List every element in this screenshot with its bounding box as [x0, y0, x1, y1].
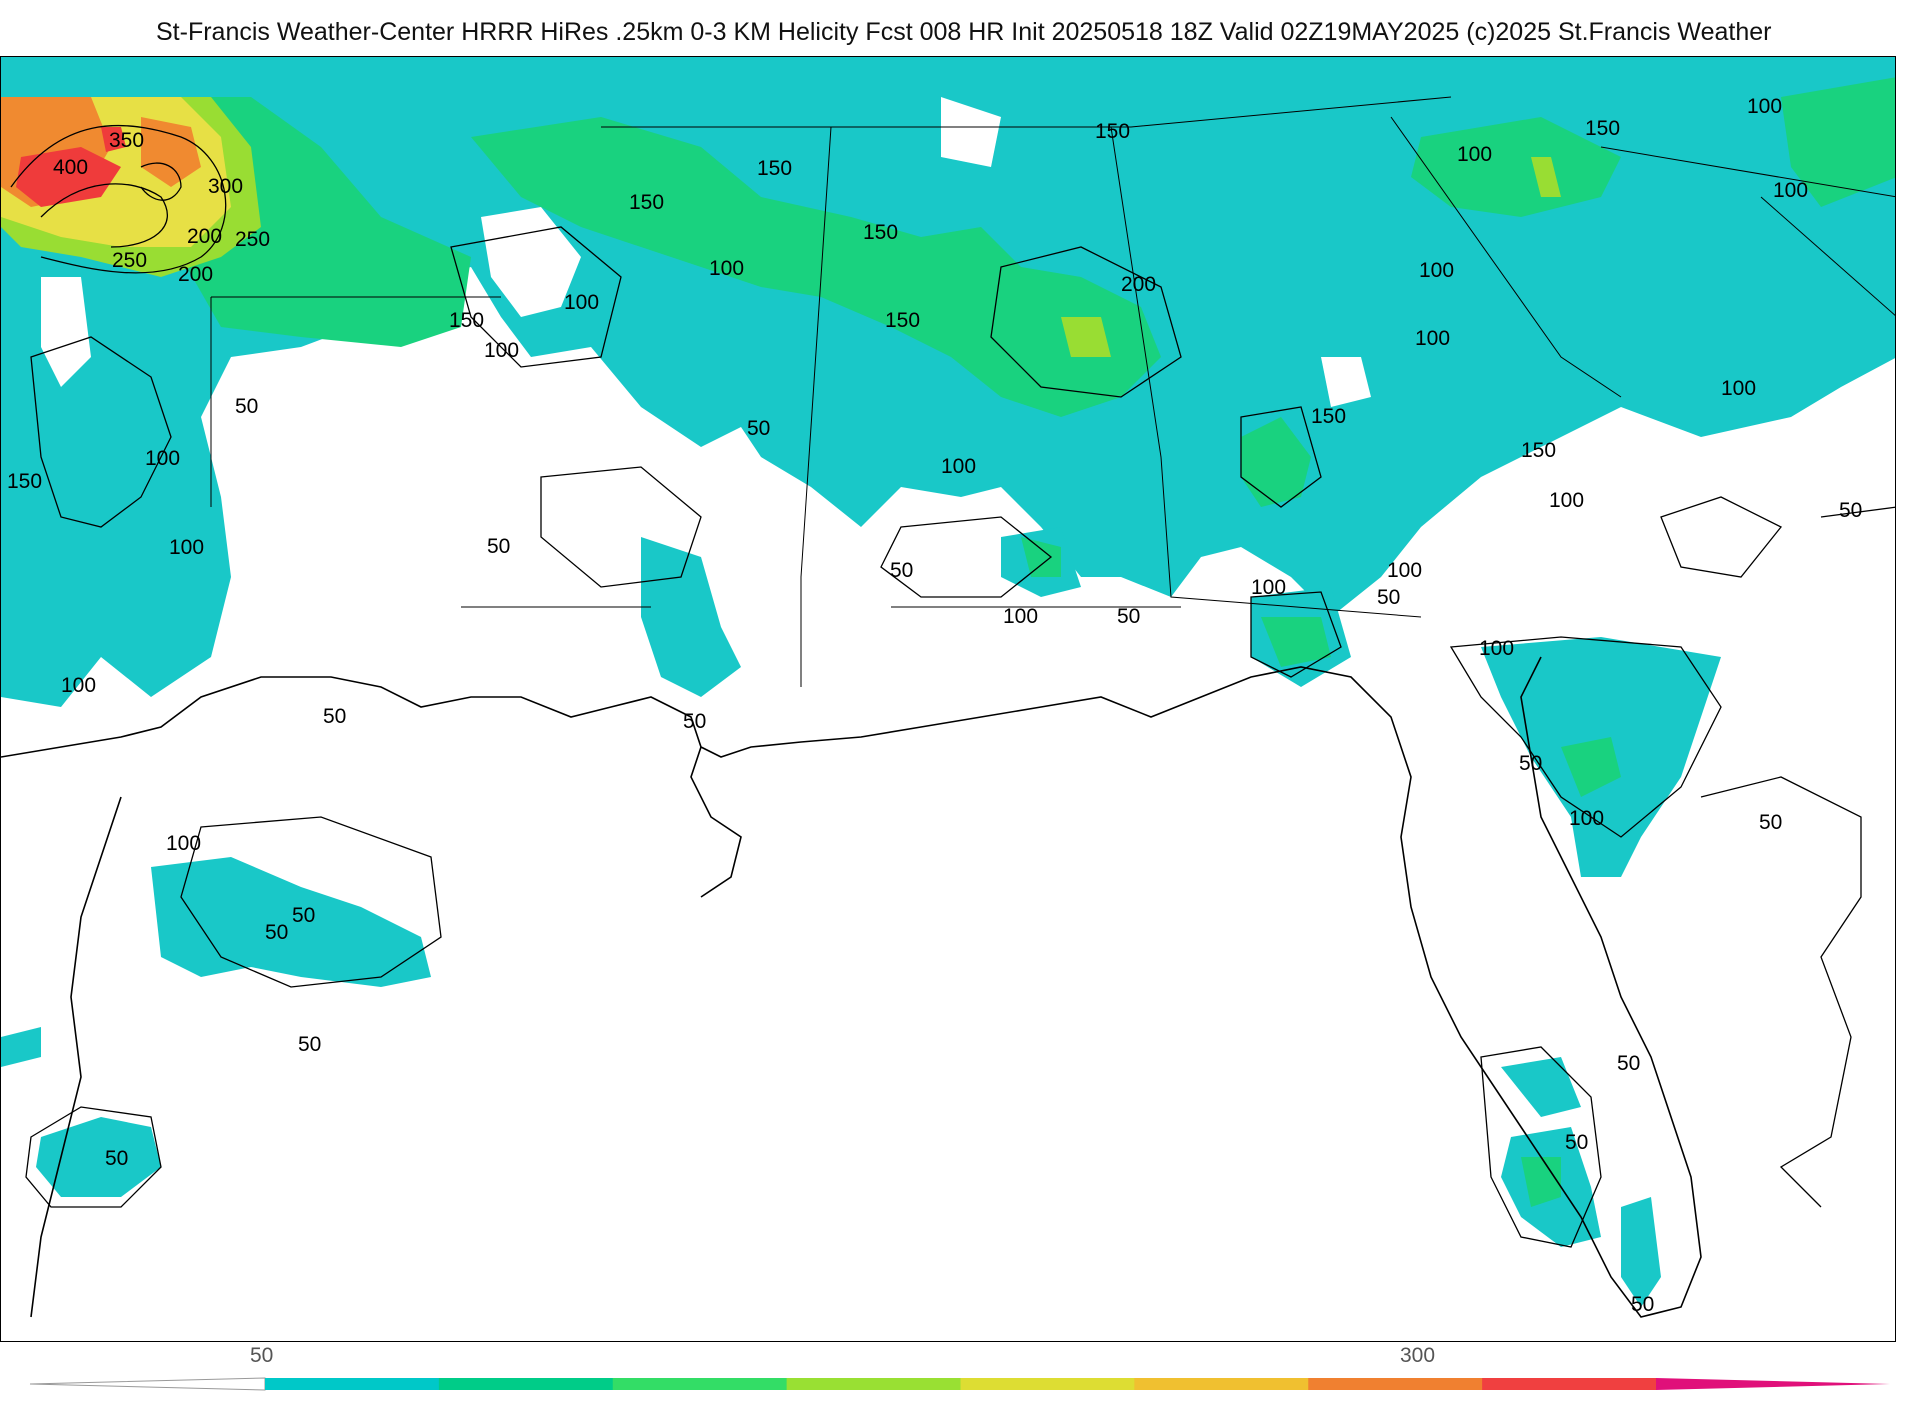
colorbar-segment — [786, 1378, 961, 1390]
contour-label: 50 — [1519, 752, 1542, 775]
colorbar-segment — [960, 1378, 1135, 1390]
contour-label: 100 — [145, 447, 180, 470]
contour-label: 100 — [1721, 377, 1756, 400]
contour-label: 400 — [53, 156, 88, 179]
helicity-shading-red — [16, 127, 126, 207]
contour-label: 100 — [1003, 605, 1038, 628]
contour-label: 100 — [1415, 327, 1450, 350]
contour-label: 350 — [109, 129, 144, 152]
contour-label: 50 — [1617, 1052, 1640, 1075]
contour-label: 50 — [683, 710, 706, 733]
map-title: St-Francis Weather-Center HRRR HiRes .25… — [156, 18, 1772, 46]
contour-label: 50 — [487, 535, 510, 558]
contour-labels: 350 400 300 200 250 250 200 150 100 50 1… — [7, 95, 1862, 1316]
map-panel: 350 400 300 200 250 250 200 150 100 50 1… — [0, 56, 1896, 1342]
contour-label: 100 — [1569, 807, 1604, 830]
contour-label: 300 — [208, 175, 243, 198]
contour-label: 100 — [166, 832, 201, 855]
contour-label: 250 — [112, 249, 147, 272]
contour-label: 50 — [292, 904, 315, 927]
colorbar-tick-50: 50 — [250, 1344, 274, 1367]
state-boundaries — [210, 96, 1895, 687]
helicity-gaps — [41, 97, 1751, 507]
contour-label: 50 — [890, 559, 913, 582]
contour-label: 50 — [235, 395, 258, 418]
colorbar-tick-300: 300 — [1400, 1344, 1436, 1367]
colorbar-segment — [1308, 1378, 1483, 1390]
contour-label: 100 — [1773, 179, 1808, 202]
colorbar-high-tip — [1656, 1378, 1890, 1390]
contour-label: 50 — [1565, 1131, 1588, 1154]
contour-label: 150 — [1095, 120, 1130, 143]
contour-label: 150 — [7, 470, 42, 493]
contour-label: 100 — [1747, 95, 1782, 118]
contour-label: 50 — [265, 921, 288, 944]
contour-label: 50 — [1631, 1293, 1654, 1316]
colorbar-segment — [1482, 1378, 1657, 1390]
contour-label: 100 — [1549, 489, 1584, 512]
colorbar-segment — [1134, 1378, 1309, 1390]
contour-label: 50 — [747, 417, 770, 440]
contour-label: 50 — [105, 1147, 128, 1170]
contour-label: 100 — [1419, 259, 1454, 282]
contour-label: 50 — [1759, 811, 1782, 834]
contour-label: 100 — [1387, 559, 1422, 582]
contour-label: 200 — [1121, 273, 1156, 296]
contour-label: 150 — [629, 191, 664, 214]
coastline — [1, 656, 1702, 1318]
contour-label: 150 — [1521, 439, 1556, 462]
contour-label: 50 — [1377, 586, 1400, 609]
contour-label: 100 — [1457, 143, 1492, 166]
contour-label: 200 — [178, 263, 213, 286]
contour-label: 100 — [709, 257, 744, 280]
contour-label: 50 — [1117, 605, 1140, 628]
contour-label: 150 — [863, 221, 898, 244]
contour-label: 100 — [564, 291, 599, 314]
contour-label: 200 — [187, 225, 222, 248]
contour-label: 100 — [169, 536, 204, 559]
colorbar-segment — [612, 1378, 788, 1390]
contour-label: 150 — [1311, 405, 1346, 428]
contour-label: 100 — [941, 455, 976, 478]
helicity-map: 350 400 300 200 250 250 200 150 100 50 1… — [1, 57, 1895, 1318]
contour-label: 100 — [61, 674, 96, 697]
contour-label: 150 — [757, 157, 792, 180]
contour-label: 250 — [235, 228, 270, 251]
colorbar-svg — [29, 1377, 1890, 1391]
contour-label: 150 — [1585, 117, 1620, 140]
colorbar-low-tip — [29, 1377, 266, 1391]
contour-label: 150 — [885, 309, 920, 332]
colorbar-segment — [438, 1378, 614, 1390]
contour-label: 100 — [484, 339, 519, 362]
contour-label: 150 — [449, 309, 484, 332]
colorbar-segment — [265, 1378, 440, 1390]
colorbar — [0, 1342, 1920, 1400]
colorbar-segments — [265, 1378, 1657, 1390]
contour-label: 50 — [1839, 499, 1862, 522]
contour-label: 50 — [323, 705, 346, 728]
contour-label: 50 — [298, 1033, 321, 1056]
contour-label: 100 — [1479, 637, 1514, 660]
helicity-contours — [10, 124, 1895, 1248]
title-bar: St-Francis Weather-Center HRRR HiRes .25… — [0, 0, 1920, 56]
contour-label: 100 — [1251, 576, 1286, 599]
